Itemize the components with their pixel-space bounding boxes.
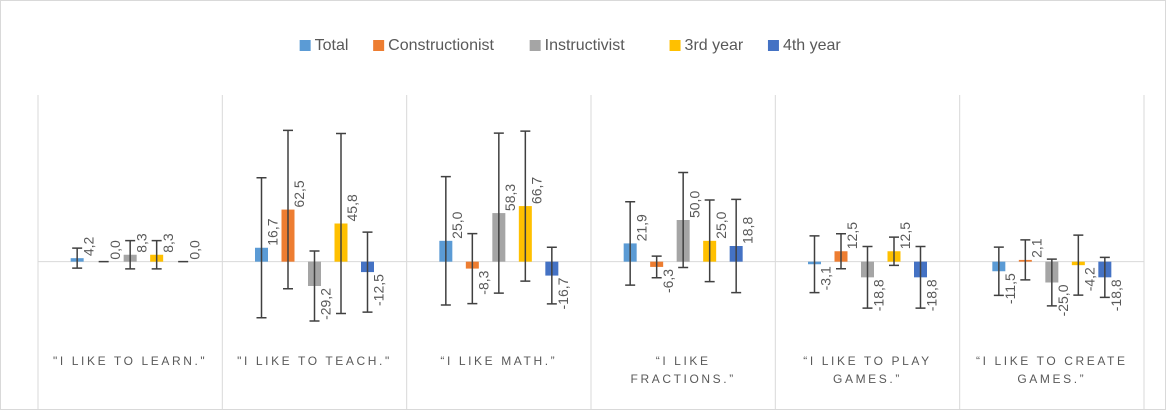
x-tick-label: “I LIKE FRACTIONS.” bbox=[630, 354, 736, 386]
error-bar bbox=[125, 239, 136, 270]
data-label: 12,5 bbox=[897, 222, 913, 249]
error-bar bbox=[256, 177, 267, 319]
error-bar bbox=[283, 129, 293, 290]
x-tick-label: "I LIKE TO LEARN." bbox=[53, 354, 208, 368]
error-bar bbox=[309, 250, 320, 322]
legend-swatch bbox=[373, 40, 385, 51]
data-label: 12,5 bbox=[844, 222, 860, 249]
data-label: 8,3 bbox=[160, 233, 176, 253]
legend-label: Total bbox=[315, 37, 349, 54]
error-bar bbox=[651, 255, 662, 279]
error-bar bbox=[915, 245, 926, 309]
legend-swatch bbox=[767, 40, 779, 51]
data-label: 0,0 bbox=[107, 240, 123, 260]
error-bar bbox=[731, 198, 742, 294]
error-bar bbox=[809, 235, 820, 294]
data-label: -8,3 bbox=[476, 270, 492, 294]
data-label: 50,0 bbox=[686, 191, 702, 218]
x-tick-label: “I LIKE TO CREATE GAMES.” bbox=[976, 354, 1128, 386]
data-label: -18,8 bbox=[924, 279, 940, 311]
error-bar bbox=[1020, 239, 1031, 281]
x-tick-label: “I LIKE TO PLAY GAMES.” bbox=[803, 354, 932, 386]
error-bar bbox=[72, 247, 83, 269]
data-label: -6,3 bbox=[660, 269, 676, 293]
data-label: 58,3 bbox=[502, 184, 518, 211]
data-label: -4,2 bbox=[1082, 267, 1098, 291]
error-bar bbox=[336, 132, 346, 315]
data-label: 45,8 bbox=[344, 194, 360, 221]
error-bar bbox=[467, 232, 478, 305]
legend-swatch bbox=[669, 40, 681, 51]
legend-swatch bbox=[299, 40, 311, 51]
error-bar bbox=[1073, 234, 1084, 296]
data-label: 8,3 bbox=[133, 233, 149, 253]
error-bar bbox=[625, 201, 636, 286]
data-label: 25,0 bbox=[713, 211, 729, 238]
error-bar bbox=[704, 199, 715, 283]
error-bar bbox=[1099, 256, 1110, 299]
error-bar bbox=[889, 236, 899, 267]
data-label: 18,8 bbox=[739, 217, 755, 244]
error-bar bbox=[362, 231, 373, 313]
data-label: -16,7 bbox=[555, 277, 571, 309]
error-bar bbox=[993, 246, 1004, 297]
data-label: 66,7 bbox=[529, 177, 545, 204]
error-bar bbox=[493, 132, 504, 294]
error-bar bbox=[678, 171, 689, 269]
error-bar bbox=[1046, 258, 1057, 307]
data-label: -18,8 bbox=[1108, 279, 1124, 311]
data-label: 25,0 bbox=[449, 211, 465, 238]
error-bar bbox=[440, 175, 451, 306]
error-bar bbox=[151, 239, 162, 270]
data-label: -11,5 bbox=[1002, 273, 1018, 304]
data-label: -18,8 bbox=[871, 279, 887, 311]
data-label: 2,1 bbox=[1029, 238, 1045, 258]
legend-label: Instructivist bbox=[545, 37, 626, 54]
data-label: 21,9 bbox=[633, 214, 649, 241]
data-label: -29,2 bbox=[318, 288, 334, 320]
data-label: -25,0 bbox=[1055, 284, 1071, 316]
data-label: -12,5 bbox=[371, 274, 387, 306]
x-tick-label: “I LIKE MATH.” bbox=[440, 354, 558, 368]
legend-label: 4th year bbox=[783, 37, 841, 54]
x-tick-label: "I LIKE TO TEACH." bbox=[237, 354, 392, 368]
data-label: 4,2 bbox=[80, 236, 96, 256]
data-label: -3,1 bbox=[818, 266, 834, 290]
error-bar bbox=[520, 130, 531, 282]
legend-swatch bbox=[529, 40, 541, 51]
error-bar bbox=[546, 246, 557, 305]
legend-label: Constructionist bbox=[388, 37, 494, 54]
error-bar bbox=[862, 245, 873, 309]
data-label: 0,0 bbox=[186, 240, 202, 260]
data-label: 62,5 bbox=[291, 180, 307, 207]
data-label: 16,7 bbox=[265, 218, 281, 245]
error-bar bbox=[836, 233, 846, 270]
legend-label: 3rd year bbox=[685, 37, 744, 54]
